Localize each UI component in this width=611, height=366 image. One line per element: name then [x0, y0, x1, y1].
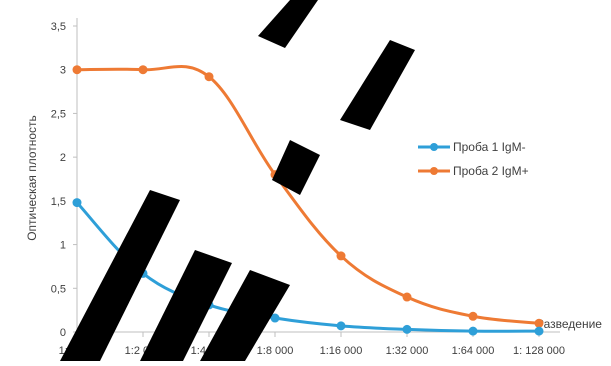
data-point: [270, 313, 280, 323]
series-2: [72, 64, 544, 328]
data-point: [138, 65, 148, 75]
data-point: [468, 311, 478, 321]
watermark: [60, 0, 415, 361]
watermark-stroke-3: [200, 270, 290, 361]
data-point: [534, 326, 544, 336]
y-tick-label: 3,5: [51, 21, 66, 33]
y-tick-label: 1,5: [51, 196, 66, 208]
y-tick-label: 3: [60, 65, 66, 77]
legend-item-series-2: Проба 2 IgM+: [418, 164, 529, 178]
y-tick-label: 1: [60, 240, 66, 252]
y-tick-label: 2,5: [51, 108, 66, 120]
data-point: [534, 318, 544, 328]
data-point: [204, 72, 214, 82]
legend-marker-series-1: [430, 143, 438, 151]
legend-label-series-2: Проба 2 IgM+: [453, 164, 529, 178]
x-tick-label: 1:32 000: [386, 345, 429, 357]
x-tick-label: 1: 128 000: [513, 345, 565, 357]
series-line-2: [76, 64, 540, 325]
watermark-stroke-1: [60, 190, 180, 361]
legend: Проба 1 IgM- Проба 2 IgM+: [418, 140, 529, 178]
x-axis-title: Разведение: [536, 317, 602, 331]
legend-marker-series-2: [430, 167, 438, 175]
data-point: [72, 198, 82, 208]
legend-item-series-1: Проба 1 IgM-: [418, 140, 526, 154]
x-tick-label: 1:64 000: [452, 345, 495, 357]
y-tick-label: 2: [60, 152, 66, 164]
data-point: [336, 321, 346, 331]
watermark-stroke-6: [258, 0, 318, 48]
data-point: [402, 324, 412, 334]
y-tick-label: 0: [60, 327, 66, 339]
watermark-stroke-2: [140, 250, 232, 361]
x-tick-label: 1:16 000: [320, 345, 363, 357]
data-point: [468, 326, 478, 336]
y-tick-label: 0,5: [51, 283, 66, 295]
watermark-stroke-5: [340, 40, 415, 130]
watermark-stroke-4: [272, 140, 320, 195]
data-point: [72, 65, 82, 75]
x-tick-label: 1:8 000: [257, 345, 294, 357]
data-point: [336, 251, 346, 261]
data-point: [402, 292, 412, 302]
legend-label-series-1: Проба 1 IgM-: [453, 140, 526, 154]
y-axis-title: Оптическая плотность: [25, 115, 39, 241]
